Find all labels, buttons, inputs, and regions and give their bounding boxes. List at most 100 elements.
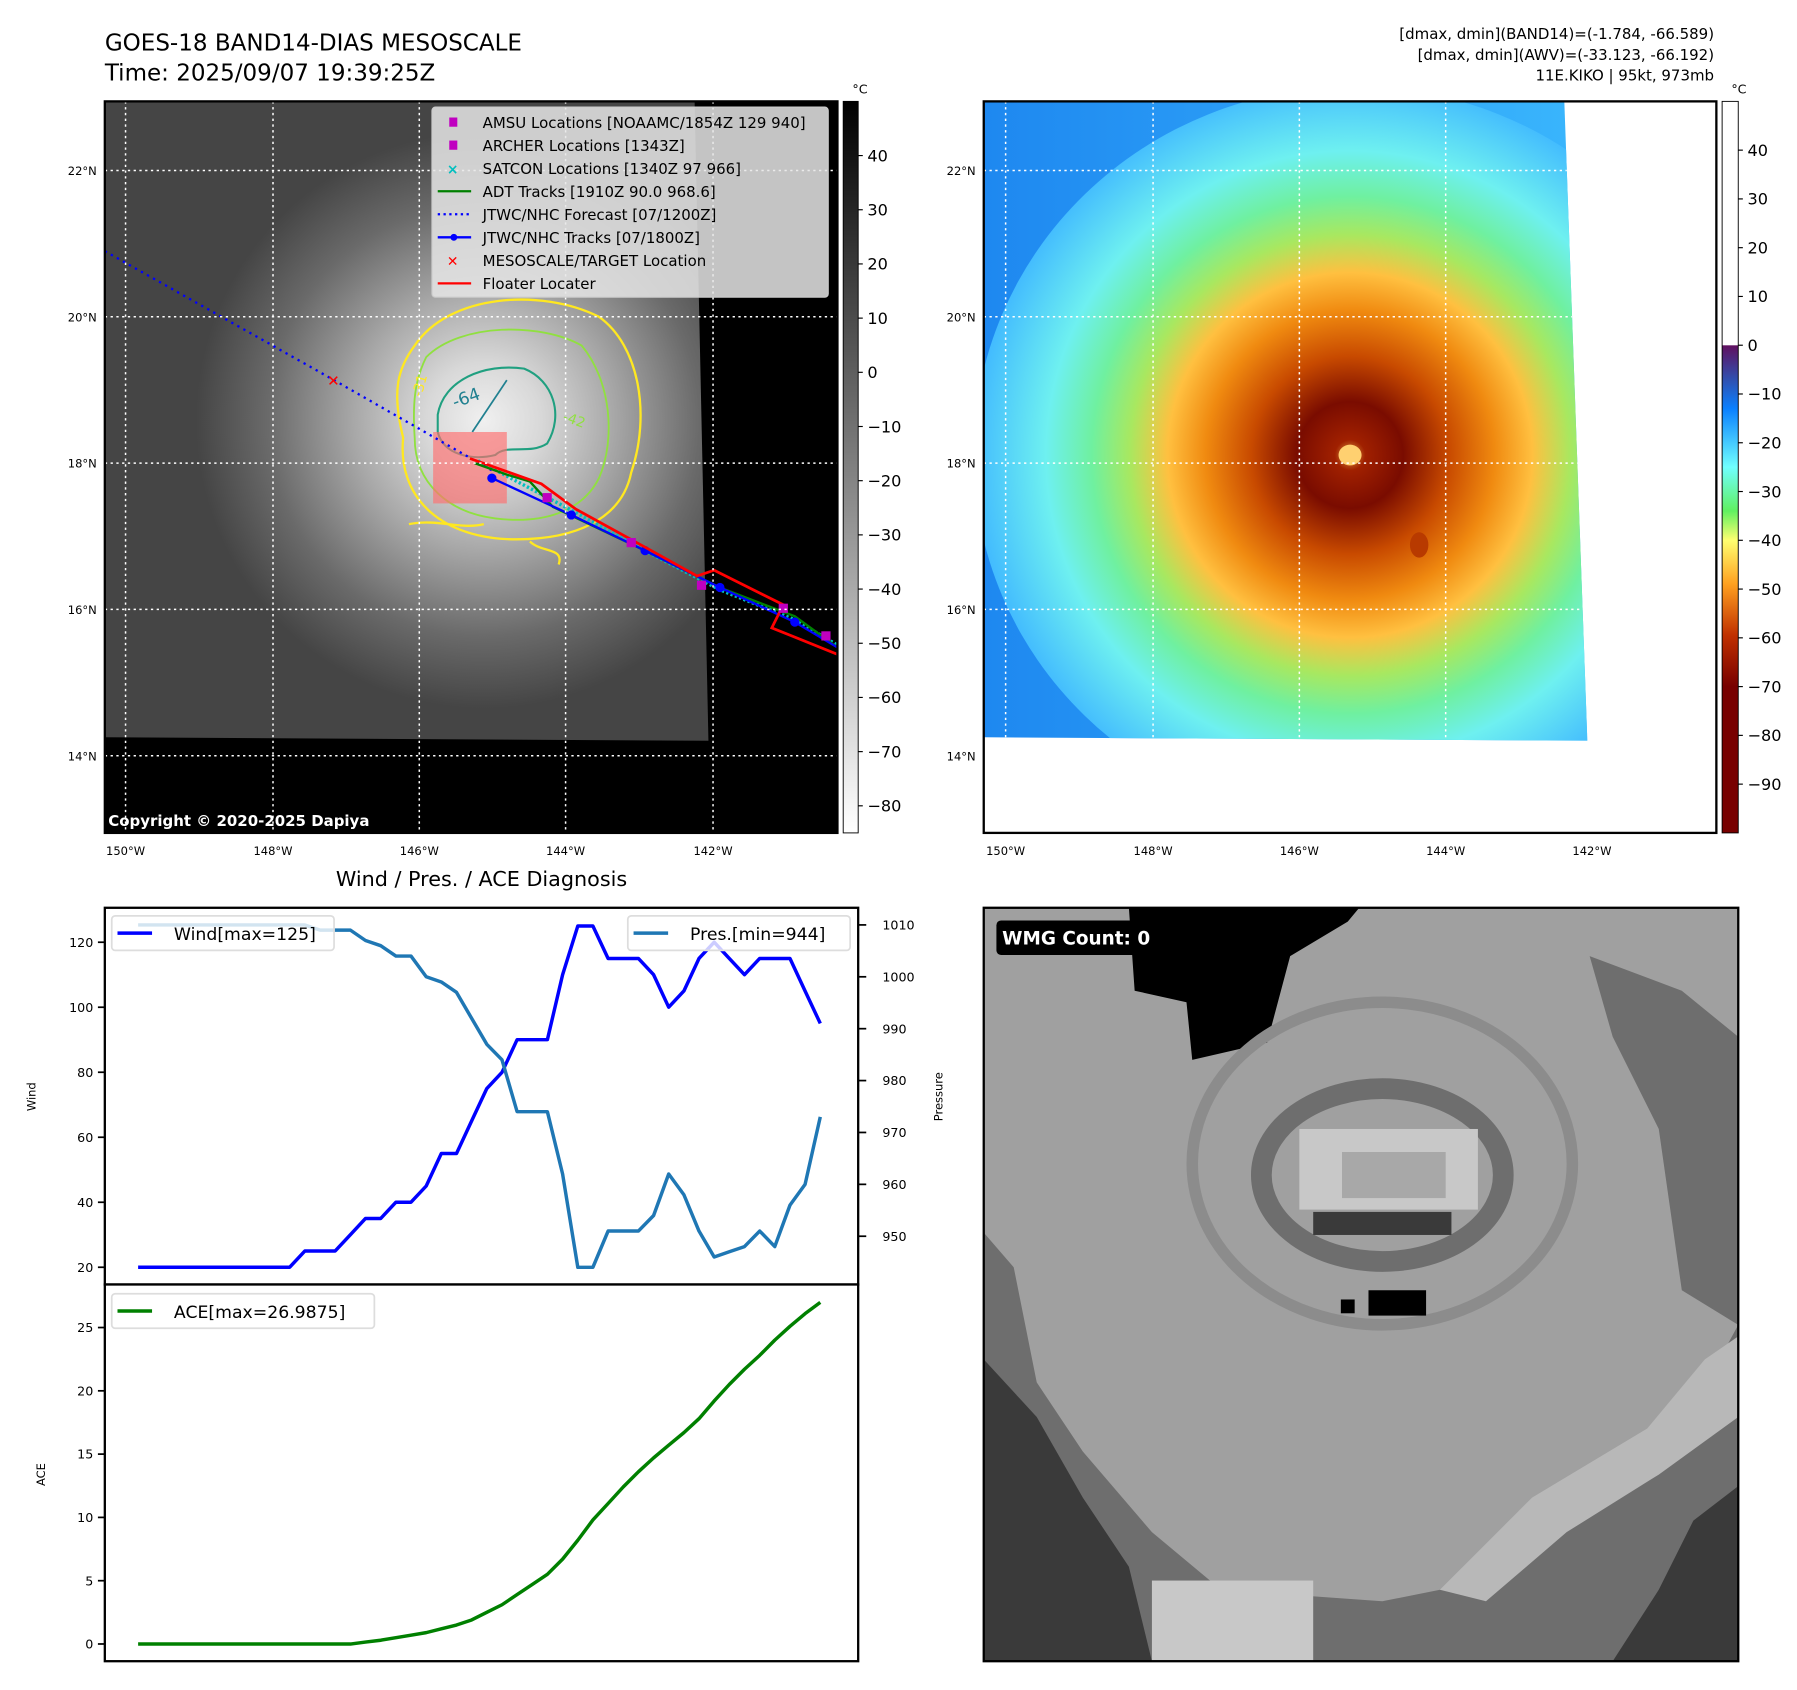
colorbar-tick-label: 20	[1747, 238, 1767, 257]
pressure-tick-label: 1010	[882, 918, 914, 933]
left-colorbar-ticks: 40 30 20 10 0 −10 −20 −30 −40 −50 −60 −70 −80	[858, 146, 901, 816]
ace-tick-label: 0	[85, 1637, 93, 1652]
wmg-right-band	[1589, 956, 1739, 1325]
lon-tick: 148°W	[253, 844, 292, 858]
colorbar-tick-label: −70	[1747, 677, 1781, 696]
pressure-axis-label: Pressure	[931, 1072, 945, 1121]
right-colorbar	[1721, 100, 1739, 834]
lon-tick: 150°W	[986, 844, 1025, 858]
wmg-darkest-corner	[983, 1359, 1152, 1662]
storm-info: 11E.KIKO | 95kt, 973mb	[1535, 67, 1714, 85]
contour-42	[412, 328, 610, 521]
colorbar-tick-label: −10	[1747, 385, 1781, 404]
contour-inner	[471, 379, 508, 433]
wmg-eye-core	[1341, 1152, 1446, 1199]
legend-floater: Floater Locater	[483, 275, 597, 293]
colorbar-tick-label: 0	[867, 363, 877, 382]
pressure-legend: Pres.[min=944]	[626, 914, 851, 952]
colorbar-tick-label: −40	[867, 580, 901, 599]
wind-tick-label: 120	[69, 935, 93, 950]
wind-axis-label: Wind	[25, 1082, 39, 1111]
target-legend-marker: ✕	[447, 254, 459, 270]
ace-legend: ACE[max=26.9875]	[110, 1292, 376, 1330]
tracks-legend-dot	[450, 233, 458, 241]
ace-series-line	[138, 1300, 822, 1646]
satcon-legend-marker: ×	[447, 162, 459, 178]
contour-label-31: -31	[410, 373, 431, 399]
lat-tick: 20°N	[68, 310, 97, 324]
lon-tick: 142°W	[1572, 844, 1611, 858]
wmg-frame	[982, 906, 1740, 1663]
colorbar-tick-label: −20	[1747, 434, 1781, 453]
lon-tick: 144°W	[546, 844, 585, 858]
lon-tick: 146°W	[400, 844, 439, 858]
wmg-dark-left	[983, 1232, 1739, 1662]
lat-tick: 14°N	[68, 749, 97, 763]
wmg-eye-bottom	[1313, 1211, 1452, 1235]
ace-legend-label: ACE[max=26.9875]	[174, 1303, 345, 1323]
lat-tick: 18°N	[947, 457, 976, 471]
lon-tick: 142°W	[694, 844, 733, 858]
wmg-count-label: WMG Count: 0	[1002, 929, 1150, 950]
colorbar-tick-label: 30	[1747, 190, 1767, 209]
colorbar-tick-label: −40	[1747, 531, 1781, 550]
left-map-frame	[103, 100, 839, 835]
left-colorbar	[842, 100, 859, 834]
lon-tick: 150°W	[106, 844, 145, 858]
diagnosis-title: Wind / Pres. / ACE Diagnosis	[336, 867, 627, 891]
wmg-light-patch	[1151, 1580, 1314, 1662]
wmg-image	[983, 907, 1739, 1662]
colorbar-tick-label: −60	[867, 688, 901, 707]
awv-map	[982, 100, 1718, 835]
ace-marks: 0 5 10 15 20 25	[77, 1300, 822, 1652]
wind-tick-label: 100	[69, 1000, 93, 1015]
lon-tick: 148°W	[1134, 844, 1173, 858]
ace-tick-label: 10	[77, 1510, 93, 1525]
contour-label-42: -42	[561, 409, 588, 432]
right-colorbar-ticks: 40 30 20 10 0 −10 −20 −30 −40 −50 −60 −70 −80 −90	[1738, 141, 1781, 794]
ace-plot-area	[104, 1284, 859, 1662]
legend-tracks: JTWC/NHC Tracks [07/1800Z]	[482, 229, 700, 247]
wmg-count-badge	[996, 920, 1179, 956]
ace-tick-label: 25	[77, 1320, 93, 1335]
lat-tick: 20°N	[947, 310, 976, 324]
amsu-legend-marker	[449, 117, 458, 127]
colorbar-tick-label: −10	[867, 417, 901, 436]
contour-31-band	[408, 521, 561, 565]
pressure-tick-label: 1000	[882, 969, 914, 984]
wind-tick-label: 60	[77, 1130, 93, 1145]
pressure-tick-label: 950	[882, 1229, 906, 1244]
awv-eye	[1338, 444, 1362, 466]
legend-target: MESOSCALE/TARGET Location	[483, 252, 707, 270]
colorbar-tick-label: −80	[867, 797, 901, 816]
lat-tick: 14°N	[947, 749, 976, 763]
lat-tick: 22°N	[68, 164, 97, 178]
colorbar-tick-label: 20	[867, 255, 887, 274]
wind-legend-label: Wind[max=125]	[174, 925, 316, 945]
colorbar-tick-label: −50	[867, 634, 901, 653]
left-map-lon-ticks: 150°W 148°W 146°W 144°W 142°W	[106, 844, 733, 858]
colorbar-tick-label: −50	[1747, 580, 1781, 599]
colorbar-tick-label: −30	[1747, 482, 1781, 501]
colorbar-tick-label: 10	[1747, 287, 1767, 306]
ace-axis-label: ACE	[34, 1463, 48, 1486]
archer-legend-marker	[449, 140, 458, 150]
legend-satcon: SATCON Locations [1340Z 97 966]	[483, 160, 741, 178]
ace-frame	[103, 1283, 860, 1663]
forecast-track	[104, 250, 496, 474]
wmg-black-top	[1128, 907, 1360, 1060]
colorbar-tick-label: 40	[867, 146, 887, 165]
wind-legend: Wind[max=125]	[110, 914, 335, 952]
figure-title: GOES-18 BAND14-DIAS MESOSCALE	[105, 31, 522, 57]
map-legend: AMSU Locations [NOAAMC/1854Z 129 940] AR…	[431, 106, 829, 298]
pressure-tick-label: 990	[882, 1021, 906, 1036]
wmg-dot	[1368, 1290, 1427, 1316]
legend-forecast: JTWC/NHC Forecast [07/1200Z]	[482, 206, 717, 224]
wmg-eyewall	[1250, 1078, 1514, 1272]
pressure-tick-label: 970	[882, 1125, 906, 1140]
figure-time: Time: 2025/09/07 19:39:25Z	[104, 61, 436, 87]
legend-adt: ADT Tracks [1910Z 90.0 968.6]	[483, 183, 716, 201]
wmg-dot	[1340, 1299, 1355, 1314]
floater-track	[469, 457, 838, 656]
